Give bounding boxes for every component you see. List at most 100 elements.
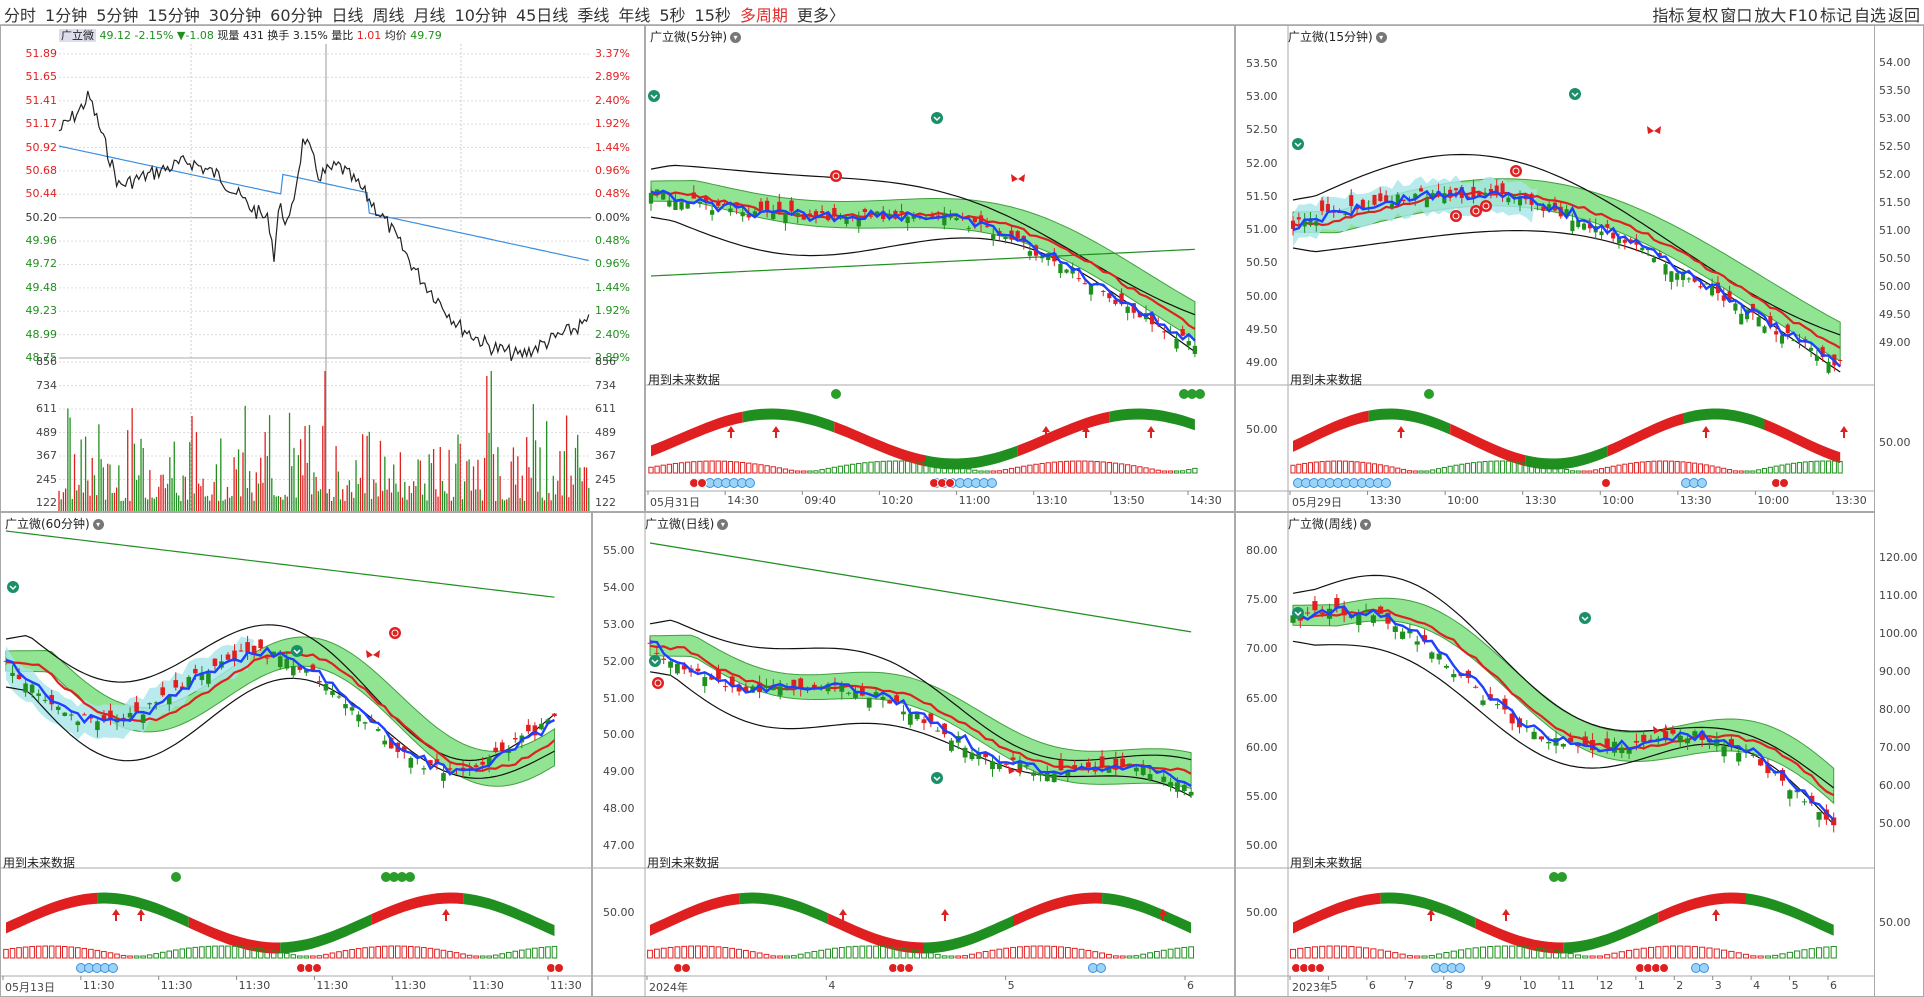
time-tick: 10:00 [1602, 494, 1634, 507]
period-tab[interactable]: 60分钟 [270, 6, 323, 25]
candle-body [1106, 766, 1112, 773]
indicator-bar [1604, 466, 1610, 474]
candle-body [894, 695, 899, 702]
period-tab[interactable]: 年线 [618, 6, 651, 25]
tool-button[interactable]: 返回 [1887, 6, 1920, 25]
dropdown-icon[interactable]: ▾ [730, 32, 741, 43]
candle-body [421, 768, 427, 770]
right-axis-tick: 50.50 [1879, 252, 1911, 265]
indicator-area [1525, 445, 1608, 470]
top-signal-icon [1195, 389, 1205, 399]
indicator-area [828, 913, 924, 954]
butterfly-icon [1653, 726, 1667, 734]
indicator-bar [1370, 948, 1377, 959]
kline-chart[interactable] [646, 26, 1235, 512]
indicator-bar [1366, 462, 1372, 474]
price-tick: 55.00 [1246, 789, 1278, 803]
time-tick: 13:30 [1369, 494, 1402, 507]
indicator-bar [886, 946, 893, 959]
candle-body [1180, 329, 1185, 336]
candle-body [1349, 195, 1354, 206]
kline-chart[interactable] [593, 513, 1235, 997]
candle-body [1480, 700, 1486, 705]
period-tab[interactable]: 5秒 [659, 6, 686, 25]
tool-button[interactable]: 复权 [1686, 6, 1719, 25]
chevron-icon [293, 649, 301, 655]
period-tab[interactable]: 10分钟 [454, 6, 507, 25]
kline-chart[interactable] [1236, 513, 1875, 997]
candle-body [310, 664, 316, 672]
time-tick: 11:00 [958, 494, 991, 507]
candle-body [1058, 263, 1063, 274]
period-tab[interactable]: 更多〉 [796, 6, 845, 25]
indicator-bar [660, 947, 667, 959]
intraday-panel[interactable]: 广立微 49.12 -2.15% ▼-1.08 现量 431 换手 3.15% … [0, 25, 645, 512]
time-tick: 6 [1368, 979, 1376, 992]
candle-body [1113, 299, 1118, 304]
indicator-bar [1622, 463, 1628, 474]
period-tab[interactable]: 分时 [4, 6, 37, 25]
indicator-bar [1155, 469, 1161, 474]
chart-weekly[interactable]: 广立微(周线) ▾ 用到未来数据 80.00 75.00 70.00 65.00 60.00… [1235, 512, 1875, 997]
candle-body [907, 713, 913, 725]
tool-button[interactable]: 自选 [1853, 6, 1886, 25]
period-tab[interactable]: 15分钟 [147, 6, 200, 25]
candle-body [1082, 283, 1088, 285]
period-tab[interactable]: 多周期 [739, 6, 788, 25]
candle-body [764, 686, 769, 688]
period-tab[interactable]: 周线 [372, 6, 405, 25]
indicator-bar [1058, 946, 1064, 959]
dropdown-icon[interactable]: ▾ [1360, 519, 1372, 530]
indicator-area [1475, 917, 1564, 954]
dropdown-icon[interactable]: ▾ [1375, 32, 1387, 43]
volume-tick: 367 [36, 449, 57, 462]
candle-body [1570, 220, 1575, 232]
kline-chart[interactable] [1, 513, 592, 997]
tool-button[interactable]: 标记 [1819, 6, 1852, 25]
indicator-bar [873, 945, 879, 959]
indicator-bar [777, 955, 784, 959]
indicator-bar [1406, 470, 1412, 474]
tool-button[interactable]: 指标 [1652, 6, 1685, 25]
indicator-bar [1125, 464, 1131, 474]
period-tab[interactable]: 30分钟 [208, 6, 262, 25]
indicator-area [97, 892, 189, 928]
intraday-chart[interactable] [1, 26, 645, 512]
candle-body [1728, 739, 1734, 747]
chart-5min[interactable]: 广立微(5分钟) ▾ 用到未来数据 05月31日 14:30 09:40 10:20 11:… [645, 25, 1235, 512]
price-tick: 49.50 [1246, 322, 1278, 336]
period-tab[interactable]: 1分钟 [45, 6, 88, 25]
indicator-bar [1180, 470, 1186, 474]
indicator-bar [473, 955, 479, 959]
kline-chart[interactable] [1236, 26, 1875, 512]
period-tab[interactable]: 月线 [413, 6, 446, 25]
period-tab[interactable]: 日线 [331, 6, 364, 25]
period-tab[interactable]: 45日线 [515, 6, 569, 25]
chart-daily[interactable]: 广立微(日线) ▾ 用到未来数据 55.00 54.00 53.00 52.00 51.00… [592, 512, 1235, 997]
indicator-bar [1713, 948, 1720, 959]
period-tab[interactable]: 15秒 [694, 6, 731, 25]
dropdown-icon[interactable]: ▾ [92, 519, 104, 530]
candle-body [1343, 213, 1348, 215]
indicator-bar [1377, 464, 1383, 474]
indicator-bar [1421, 955, 1428, 959]
price-tick: 51.41 [25, 93, 58, 107]
period-tab[interactable]: 5分钟 [96, 6, 139, 25]
tool-button[interactable]: 放大 [1754, 6, 1787, 25]
dropdown-icon[interactable]: ▾ [717, 519, 729, 530]
indicator-bar [1516, 945, 1523, 959]
indicator-bar [1337, 460, 1343, 474]
indicator-bar [892, 460, 899, 474]
indicator-bar [1008, 467, 1015, 474]
indicator-bar [1173, 470, 1180, 474]
indicator-bar [727, 461, 734, 474]
tool-button[interactable]: 窗口 [1720, 6, 1753, 25]
chart-15min[interactable]: 广立微(15分钟) ▾ 用到未来数据 53.50 53.00 52.50 52.00 51.… [1235, 25, 1875, 512]
pct-tick: 1.92% [595, 117, 630, 131]
signal-bubble [554, 963, 564, 973]
tool-button[interactable]: F10 [1788, 6, 1818, 25]
candle-body [675, 663, 680, 674]
chart-60min[interactable]: 广立微(60分钟) ▾ 用到未来数据 05月13日 11:30 11:30 11:30 11… [0, 512, 592, 997]
candle-body [1052, 252, 1057, 262]
period-tab[interactable]: 季线 [577, 6, 610, 25]
